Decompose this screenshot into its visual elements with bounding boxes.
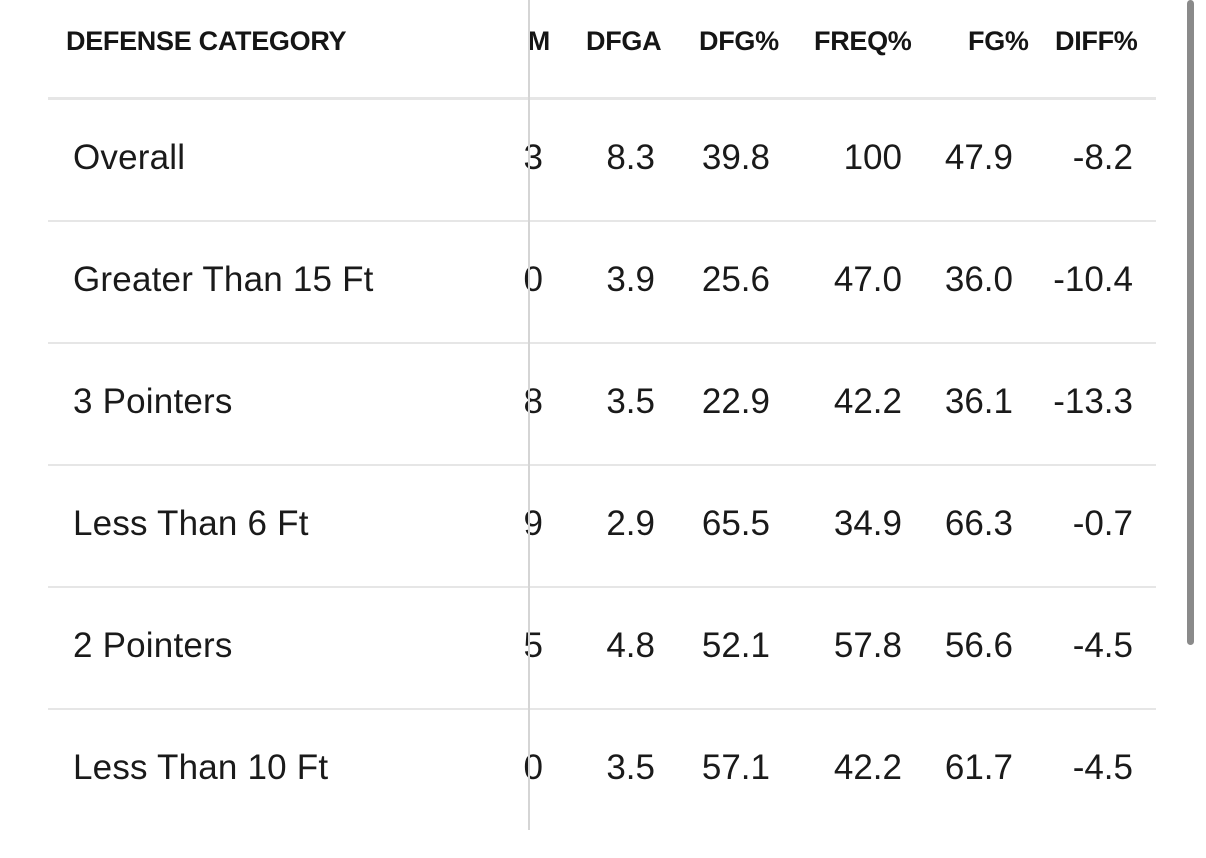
row-fg-pct: 36.1 xyxy=(944,382,1013,421)
row-diff-pct: -0.7 xyxy=(1072,504,1133,543)
row-freq-pct: 47.0 xyxy=(833,260,902,299)
table-row: Greater Than 15 Ft 0 3.9 25.6 47.0 36.0 … xyxy=(48,222,1156,344)
row-dfga: 8.3 xyxy=(606,138,655,177)
row-dfg-pct: 52.1 xyxy=(701,626,770,665)
row-clipped-value: 3 xyxy=(523,138,543,177)
row-freq-pct: 42.2 xyxy=(833,382,902,421)
table-header-row: DEFENSE CATEGORY M DFGA DFG% FREQ% FG% D… xyxy=(48,0,1156,100)
header-fg-pct[interactable]: FG% xyxy=(968,26,1029,56)
table-row: 3 Pointers 8 3.5 22.9 42.2 36.1 -13.3 xyxy=(48,344,1156,466)
row-freq-pct: 34.9 xyxy=(833,504,902,543)
row-category: Greater Than 15 Ft xyxy=(73,260,374,299)
row-diff-pct: -10.4 xyxy=(1053,260,1133,299)
row-dfga: 4.8 xyxy=(606,626,655,665)
row-dfga: 3.9 xyxy=(606,260,655,299)
row-freq-pct: 42.2 xyxy=(833,748,902,787)
header-dfg-pct[interactable]: DFG% xyxy=(699,26,779,56)
header-clipped-column[interactable]: M xyxy=(527,26,550,56)
row-fg-pct: 47.9 xyxy=(944,138,1013,177)
row-category: Overall xyxy=(73,138,186,177)
table-row: Less Than 10 Ft 0 3.5 57.1 42.2 61.7 -4.… xyxy=(48,710,1156,832)
row-dfga: 2.9 xyxy=(606,504,655,543)
row-diff-pct: -4.5 xyxy=(1072,748,1133,787)
row-fg-pct: 56.6 xyxy=(944,626,1013,665)
row-diff-pct: -13.3 xyxy=(1053,382,1133,421)
row-diff-pct: -4.5 xyxy=(1072,626,1133,665)
table-row: 2 Pointers 5 4.8 52.1 57.8 56.6 -4.5 xyxy=(48,588,1156,710)
vertical-scrollbar[interactable] xyxy=(1187,0,1194,645)
row-diff-pct: -8.2 xyxy=(1072,138,1133,177)
row-dfg-pct: 39.8 xyxy=(701,138,770,177)
row-dfg-pct: 57.1 xyxy=(701,748,770,787)
row-dfg-pct: 22.9 xyxy=(701,382,770,421)
row-clipped-value: 8 xyxy=(523,382,543,421)
row-clipped-value: 0 xyxy=(523,260,543,299)
row-clipped-value: 5 xyxy=(523,626,543,665)
header-freq-pct[interactable]: FREQ% xyxy=(814,26,912,56)
frozen-column-divider xyxy=(528,0,530,830)
table-row: Less Than 6 Ft 9 2.9 65.5 34.9 66.3 -0.7 xyxy=(48,466,1156,588)
row-clipped-value: 9 xyxy=(523,504,543,543)
header-dfga[interactable]: DFGA xyxy=(586,26,662,56)
row-dfga: 3.5 xyxy=(606,748,655,787)
header-defense-category[interactable]: DEFENSE CATEGORY xyxy=(66,26,347,56)
row-category: 2 Pointers xyxy=(73,626,233,665)
row-dfga: 3.5 xyxy=(606,382,655,421)
row-category: Less Than 6 Ft xyxy=(73,504,309,543)
row-category: Less Than 10 Ft xyxy=(73,748,329,787)
row-fg-pct: 36.0 xyxy=(944,260,1013,299)
row-clipped-value: 0 xyxy=(523,748,543,787)
row-dfg-pct: 65.5 xyxy=(701,504,770,543)
row-freq-pct: 57.8 xyxy=(833,626,902,665)
row-fg-pct: 66.3 xyxy=(944,504,1013,543)
header-diff-pct[interactable]: DIFF% xyxy=(1055,26,1138,56)
table-row: Overall 3 8.3 39.8 100 47.9 -8.2 xyxy=(48,100,1156,222)
row-category: 3 Pointers xyxy=(73,382,233,421)
row-fg-pct: 61.7 xyxy=(944,748,1013,787)
row-freq-pct: 100 xyxy=(843,138,902,177)
defense-stats-table: DEFENSE CATEGORY M DFGA DFG% FREQ% FG% D… xyxy=(48,0,1156,830)
row-dfg-pct: 25.6 xyxy=(701,260,770,299)
